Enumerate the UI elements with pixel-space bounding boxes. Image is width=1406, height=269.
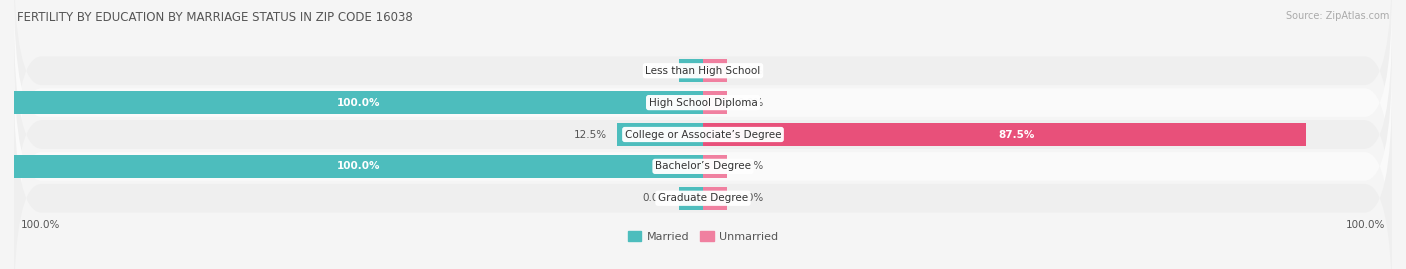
Text: Graduate Degree: Graduate Degree [658,193,748,203]
Bar [703,59,727,82]
Text: 0.0%: 0.0% [738,66,763,76]
Text: High School Diploma: High School Diploma [648,98,758,108]
Bar [617,123,703,146]
FancyBboxPatch shape [14,0,1392,216]
Bar [703,91,727,114]
Text: 0.0%: 0.0% [643,66,669,76]
Text: Bachelor’s Degree: Bachelor’s Degree [655,161,751,171]
Bar [679,187,703,210]
Text: 0.0%: 0.0% [738,98,763,108]
Text: 12.5%: 12.5% [574,129,606,140]
FancyBboxPatch shape [14,21,1392,248]
Text: 0.0%: 0.0% [738,161,763,171]
Bar [14,91,703,114]
Bar [703,187,727,210]
Text: 0.0%: 0.0% [738,193,763,203]
Text: 100.0%: 100.0% [337,161,380,171]
Text: 100.0%: 100.0% [21,220,60,230]
Text: FERTILITY BY EDUCATION BY MARRIAGE STATUS IN ZIP CODE 16038: FERTILITY BY EDUCATION BY MARRIAGE STATU… [17,11,412,24]
Text: Less than High School: Less than High School [645,66,761,76]
Legend: Married, Unmarried: Married, Unmarried [623,226,783,246]
Text: 100.0%: 100.0% [337,98,380,108]
FancyBboxPatch shape [14,0,1392,184]
Text: Source: ZipAtlas.com: Source: ZipAtlas.com [1285,11,1389,21]
Bar [703,155,727,178]
Text: 100.0%: 100.0% [1346,220,1385,230]
Bar [679,59,703,82]
FancyBboxPatch shape [14,53,1392,269]
Bar [14,155,703,178]
Bar [703,123,1306,146]
Text: 0.0%: 0.0% [643,193,669,203]
Text: College or Associate’s Degree: College or Associate’s Degree [624,129,782,140]
Text: 87.5%: 87.5% [998,129,1035,140]
FancyBboxPatch shape [14,85,1392,269]
